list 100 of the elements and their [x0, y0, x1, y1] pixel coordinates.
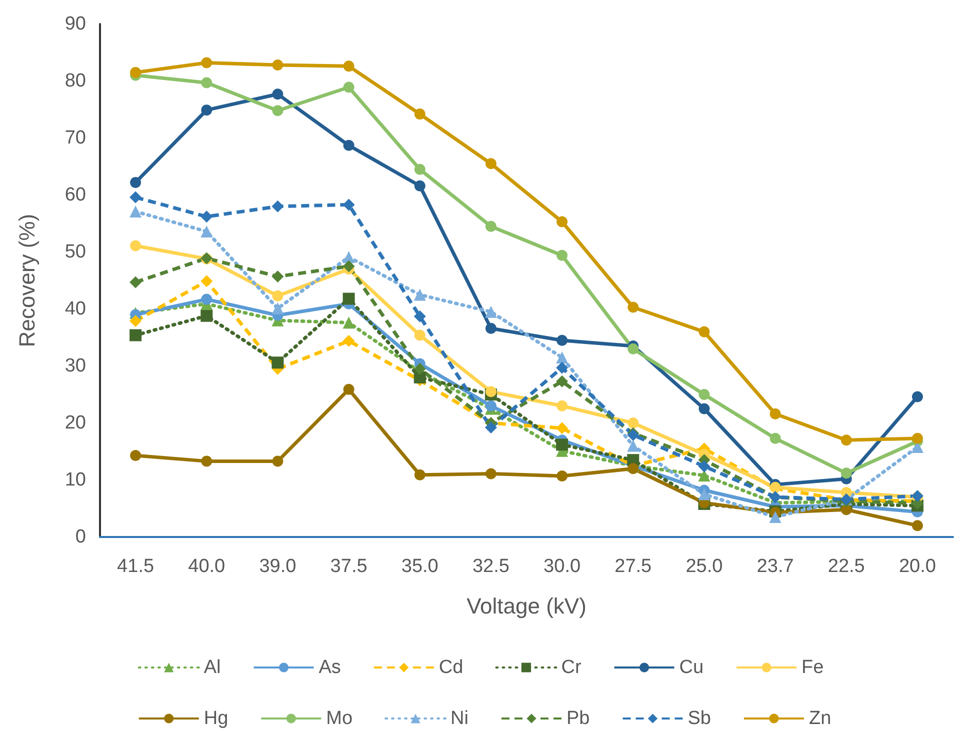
y-tick-label: 10	[64, 470, 86, 490]
point	[556, 375, 568, 388]
x-tick-label: 20.0	[898, 556, 936, 577]
point	[130, 276, 142, 288]
point	[272, 105, 284, 116]
y-tick-label: 20	[64, 412, 86, 434]
legend-label: Al	[204, 657, 221, 678]
point	[201, 456, 212, 467]
point	[628, 418, 639, 428]
point	[414, 310, 426, 322]
point	[272, 88, 284, 100]
point	[912, 391, 923, 402]
point	[556, 351, 568, 364]
point	[414, 469, 426, 480]
point	[414, 180, 426, 192]
point	[414, 288, 426, 301]
x-tick-label: 41.5	[117, 556, 154, 577]
point	[342, 334, 355, 347]
legend-label: Hg	[204, 708, 228, 729]
point	[342, 198, 355, 211]
point	[627, 440, 640, 452]
point	[628, 302, 639, 313]
y-tick-label: 50	[64, 242, 86, 262]
legend-label: Cd	[438, 657, 464, 678]
y-tick-label: 70	[64, 128, 86, 148]
legend-label: Ni	[450, 708, 468, 729]
legend-label: Pb	[566, 708, 590, 729]
point	[485, 468, 496, 480]
point	[485, 386, 496, 398]
legend-label: Mo	[326, 708, 353, 729]
point	[201, 294, 212, 305]
x-tick-label: 27.5	[614, 556, 652, 577]
point	[130, 206, 142, 218]
point	[484, 306, 497, 318]
legend-label: Fe	[802, 657, 824, 678]
y-tick-label: 30	[64, 356, 86, 376]
x-tick-label: 32.5	[472, 556, 510, 577]
point	[272, 200, 284, 212]
point	[342, 292, 355, 305]
point	[272, 60, 284, 71]
point	[912, 432, 923, 444]
x-tick-label: 39.0	[259, 556, 296, 577]
point	[200, 275, 213, 288]
point	[556, 470, 568, 482]
point	[484, 422, 497, 434]
point	[130, 314, 142, 327]
point	[200, 210, 213, 223]
point	[485, 400, 496, 412]
point	[272, 290, 284, 302]
point	[414, 362, 426, 375]
point	[201, 77, 212, 88]
y-tick-label: 0	[75, 526, 86, 548]
y-tick-label: 60	[64, 184, 86, 206]
x-tick-label: 23.7	[756, 556, 794, 577]
point	[912, 520, 923, 532]
point	[485, 322, 496, 334]
x-tick-label: 37.5	[330, 556, 368, 577]
point	[556, 250, 568, 261]
point	[698, 389, 710, 400]
point	[840, 468, 852, 479]
point	[343, 384, 354, 395]
x-tick-label: 25.0	[686, 556, 723, 577]
legend-label: Cr	[561, 657, 582, 678]
point	[556, 216, 568, 228]
point	[556, 334, 568, 346]
legend-label: Cu	[679, 657, 704, 678]
point	[130, 66, 142, 78]
point	[485, 158, 496, 170]
point	[770, 408, 781, 420]
point	[130, 240, 142, 252]
point	[698, 326, 710, 338]
point	[556, 362, 568, 374]
point	[201, 57, 212, 68]
point	[130, 191, 142, 204]
point	[840, 434, 852, 446]
point	[414, 164, 426, 175]
point	[414, 108, 426, 120]
x-tick-label: 40.0	[188, 556, 226, 577]
point	[343, 140, 354, 151]
point	[130, 176, 142, 188]
point	[201, 104, 212, 116]
x-tick-label: 30.0	[544, 556, 581, 577]
y-tick-label: 90	[64, 14, 86, 34]
point	[342, 316, 355, 329]
point	[200, 225, 213, 238]
legend-label: Sb	[688, 708, 711, 729]
point	[556, 400, 568, 412]
x-axis-title: Voltage (kV)	[466, 594, 586, 618]
point	[698, 460, 710, 472]
y-axis-title: Recovery (%)	[14, 214, 40, 348]
point	[556, 438, 568, 451]
point	[130, 329, 142, 342]
legend-label: As	[318, 657, 341, 678]
x-tick-label: 35.0	[401, 556, 438, 577]
point	[272, 456, 284, 467]
point	[343, 82, 354, 93]
point	[556, 422, 568, 434]
point	[769, 511, 782, 524]
y-tick-label: 80	[64, 70, 86, 92]
point	[343, 60, 354, 72]
